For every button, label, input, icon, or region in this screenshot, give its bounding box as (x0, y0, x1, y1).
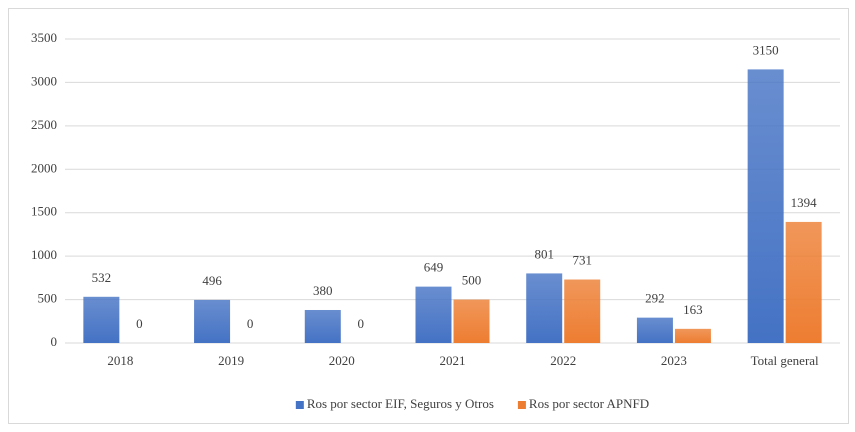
bar (785, 221, 822, 343)
y-tick-label: 2500 (31, 117, 57, 132)
data-label: 801 (534, 246, 554, 261)
bar (194, 299, 231, 343)
x-tick-label: Total general (751, 353, 819, 368)
y-tick-label: 1000 (31, 247, 57, 262)
data-label: 3150 (753, 42, 779, 57)
y-tick-label: 1500 (31, 204, 57, 219)
y-tick-label: 500 (38, 291, 58, 306)
bar (83, 296, 120, 343)
bar (415, 286, 452, 343)
data-label: 0 (136, 316, 143, 331)
legend-item: Ros por sector APNFD (517, 396, 649, 411)
y-tick-label: 3000 (31, 73, 57, 88)
data-label: 0 (247, 316, 254, 331)
x-tick-label: 2021 (440, 353, 466, 368)
data-label: 649 (424, 260, 444, 275)
x-tick-label: 2018 (107, 353, 133, 368)
data-label: 496 (202, 273, 222, 288)
legend-swatch (295, 401, 304, 409)
bar (453, 299, 490, 343)
y-tick-label: 3500 (31, 30, 57, 45)
data-label: 1394 (791, 195, 818, 210)
bar (564, 279, 601, 343)
legend-swatch (517, 401, 526, 409)
data-label: 380 (313, 283, 333, 298)
x-tick-label: 2022 (550, 353, 576, 368)
data-label: 500 (462, 273, 482, 288)
legend-label: Ros por sector APNFD (529, 396, 649, 411)
x-tick-label: 2023 (661, 353, 687, 368)
x-tick-label: 2019 (218, 353, 244, 368)
data-label: 731 (572, 252, 592, 267)
x-tick-label: 2020 (329, 353, 355, 368)
legend-label: Ros por sector EIF, Seguros y Otros (307, 396, 494, 411)
data-label: 292 (645, 291, 665, 306)
data-label: 163 (683, 302, 703, 317)
y-tick-label: 0 (51, 334, 58, 349)
bar (747, 69, 784, 344)
bar (304, 309, 341, 343)
bar (674, 328, 711, 343)
data-label: 532 (92, 270, 112, 285)
data-label: 0 (358, 316, 365, 331)
bar (636, 317, 673, 343)
bar (526, 273, 563, 343)
y-tick-label: 2000 (31, 160, 57, 175)
chart-border (8, 8, 849, 424)
legend-item: Ros por sector EIF, Seguros y Otros (295, 396, 494, 411)
